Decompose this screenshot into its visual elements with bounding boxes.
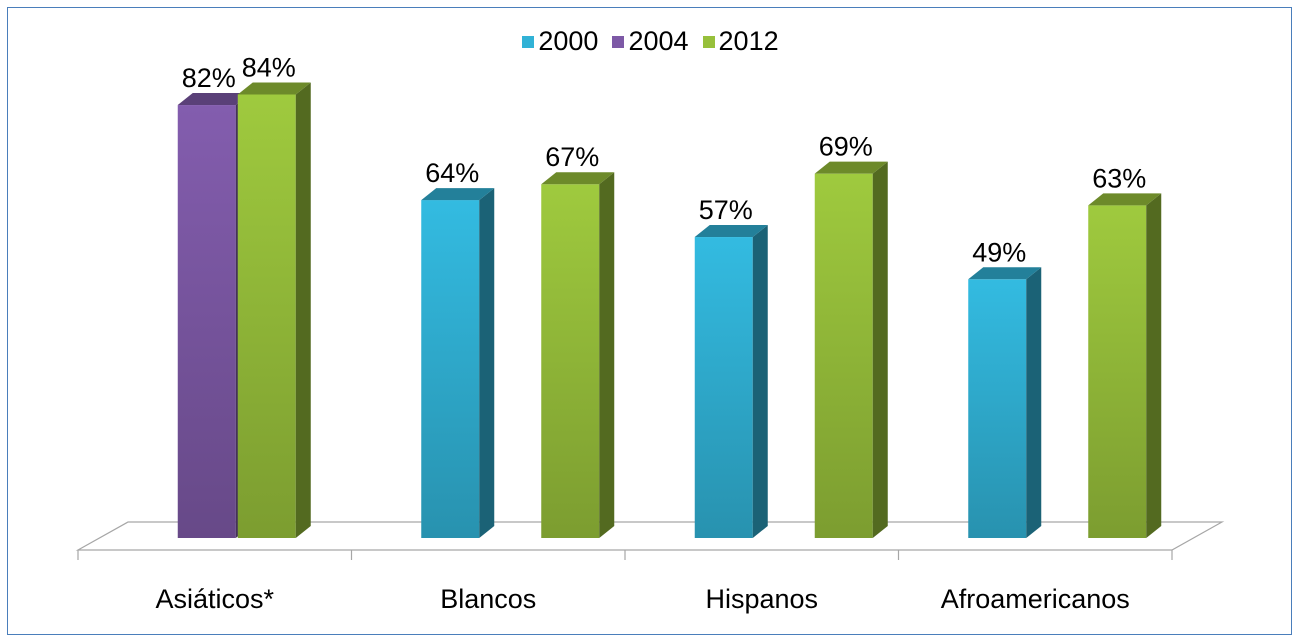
bar-2012-0 [237,94,296,538]
bar-side-2012-0 [295,82,311,538]
bar-side-2012-2 [872,161,888,538]
legend-label-2000: 2000 [538,26,599,56]
legend-swatch-2012 [702,35,715,48]
x-tick-label-2: Hispanos [705,584,818,614]
bar-top-2012-0 [237,82,311,95]
data-label-2000-1: 64% [425,158,479,188]
bar-side-2012-1 [599,172,615,539]
data-label-2012-3: 63% [1092,163,1146,193]
x-tick-label-3: Afroamericanos [941,584,1130,614]
bar-2012-2 [814,173,873,538]
data-label-2000-2: 57% [699,195,753,225]
bar-2000-1 [421,200,480,538]
legend-item-2000: 2000 [522,26,598,57]
legend-swatch-2000 [522,35,535,48]
bar-top-2004-0 [177,93,251,106]
data-label-2000-3: 49% [972,237,1026,267]
data-label-2004-0: 82% [182,63,236,93]
bar-side-2000-2 [752,225,768,539]
bar-2000-2 [694,237,753,539]
legend-item-2004: 2004 [612,26,689,57]
legend-swatch-2004 [612,35,625,48]
legend-label-2004: 2004 [628,26,689,56]
chart-floor [75,521,1225,551]
bar-top-2012-3 [1088,193,1162,206]
bar-top-2000-3 [968,267,1042,280]
data-label-2012-1: 67% [545,142,599,172]
x-tick-label-1: Blancos [440,584,536,614]
bar-top-2012-2 [814,161,888,174]
bar-2012-3 [1088,205,1147,539]
bar-side-2012-3 [1146,193,1162,539]
chart-legend: 2000 2004 2012 [0,26,1301,57]
bar-side-2000-3 [1026,267,1042,538]
bar-2012-1 [541,184,600,539]
bar-side-2000-1 [479,188,495,538]
legend-label-2012: 2012 [718,26,779,56]
bar-2004-0 [177,105,236,538]
legend-item-2012: 2012 [702,26,779,57]
bar-2000-3 [968,279,1027,538]
x-tick-label-0: Asiáticos* [155,584,274,614]
data-label-2012-2: 69% [819,132,873,162]
data-label-2012-0: 84% [242,52,296,82]
bar-top-2000-1 [421,188,495,201]
bar-top-2000-2 [694,225,768,238]
bar-top-2012-1 [541,172,615,185]
